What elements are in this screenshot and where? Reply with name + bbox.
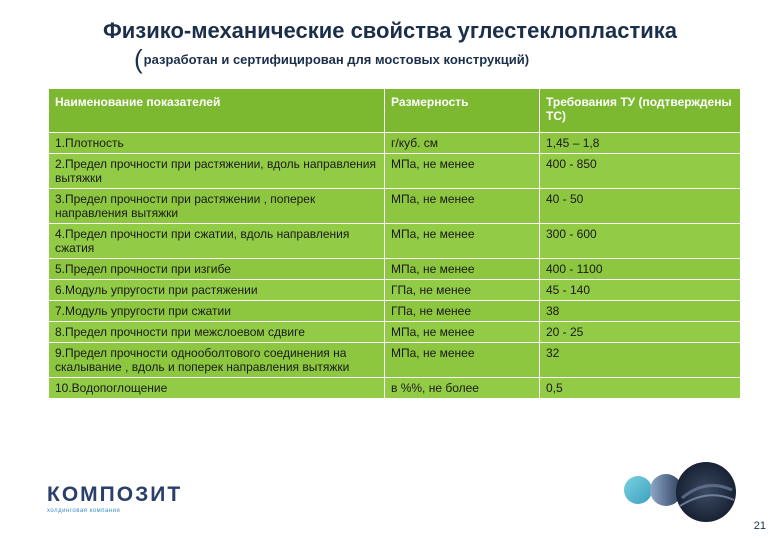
- table-row: 9.Предел прочности однооболтового соедин…: [48, 342, 741, 378]
- table-row: 3.Предел прочности при растяжении , попе…: [48, 188, 741, 224]
- row-requirement: 0,5: [539, 377, 741, 399]
- column-header-requirement: Требования ТУ (подтверждены ТС): [539, 88, 741, 133]
- row-unit: ГПа, не менее: [384, 300, 540, 322]
- deco-circle-small: [624, 476, 652, 504]
- row-name: 7.Модуль упругости при сжатии: [48, 300, 385, 322]
- column-header-name: Наименование показателей: [48, 88, 385, 133]
- row-requirement: 32: [539, 342, 741, 378]
- row-requirement: 20 - 25: [539, 321, 741, 343]
- page-subtitle: (разработан и сертифицирован для мостовы…: [134, 44, 774, 75]
- row-name: 8.Предел прочности при межслоевом сдвиге: [48, 321, 385, 343]
- row-unit: МПа, не менее: [384, 258, 540, 280]
- column-header-unit: Размерность: [384, 88, 540, 133]
- table-header-row: Наименование показателей Размерность Тре…: [48, 88, 741, 133]
- row-requirement: 1,45 – 1,8: [539, 132, 741, 154]
- decorative-circles-image: [624, 462, 736, 522]
- company-logo: КОМПОЗИТ холдинговая компания: [47, 483, 182, 514]
- table-row: 5.Предел прочности при изгибе МПа, не ме…: [48, 258, 741, 280]
- row-requirement: 300 - 600: [539, 223, 741, 259]
- row-unit: г/куб. см: [384, 132, 540, 154]
- deco-circle-medium: [650, 474, 682, 506]
- row-name: 3.Предел прочности при растяжении , попе…: [48, 188, 385, 224]
- logo-tagline: холдинговая компания: [47, 508, 121, 514]
- deco-circle-large: [676, 462, 736, 522]
- row-unit: МПа, не менее: [384, 342, 540, 378]
- row-requirement: 400 - 850: [539, 153, 741, 189]
- table-row: 2.Предел прочности при растяжении, вдоль…: [48, 153, 741, 189]
- row-requirement: 45 - 140: [539, 279, 741, 301]
- row-name: 2.Предел прочности при растяжении, вдоль…: [48, 153, 385, 189]
- row-requirement: 38: [539, 300, 741, 322]
- table-row: 7.Модуль упругости при сжатии ГПа, не ме…: [48, 300, 741, 322]
- row-name: 1.Плотность: [48, 132, 385, 154]
- row-unit: МПа, не менее: [384, 223, 540, 259]
- row-requirement: 400 - 1100: [539, 258, 741, 280]
- subtitle-text: разработан и сертифицирован для мостовых…: [143, 52, 530, 67]
- subtitle-paren: (: [134, 44, 143, 74]
- logo-name: КОМПОЗИТ: [47, 483, 183, 506]
- deco-fiber-streak: [679, 494, 735, 507]
- table-row: 10.Водопоглощение в %%, не более 0,5: [48, 377, 741, 399]
- row-name: 4.Предел прочности при сжатии, вдоль нап…: [48, 223, 385, 259]
- row-unit: МПа, не менее: [384, 321, 540, 343]
- table-row: 4.Предел прочности при сжатии, вдоль нап…: [48, 223, 741, 259]
- deco-fiber-streak: [681, 484, 733, 500]
- row-unit: ГПа, не менее: [384, 279, 540, 301]
- properties-table: Наименование показателей Размерность Тре…: [48, 88, 741, 399]
- table-row: 1.Плотность г/куб. см 1,45 – 1,8: [48, 132, 741, 154]
- page-title: Физико-механические свойства углестеклоп…: [102, 18, 678, 43]
- row-name: 10.Водопоглощение: [48, 377, 385, 399]
- table-row: 6.Модуль упругости при растяжении ГПа, н…: [48, 279, 741, 301]
- page-number: 21: [753, 520, 766, 532]
- row-name: 6.Модуль упругости при растяжении: [48, 279, 385, 301]
- table-row: 8.Предел прочности при межслоевом сдвиге…: [48, 321, 741, 343]
- row-unit: МПа, не менее: [384, 153, 540, 189]
- row-unit: в %%, не более: [384, 377, 540, 399]
- row-unit: МПа, не менее: [384, 188, 540, 224]
- row-name: 5.Предел прочности при изгибе: [48, 258, 385, 280]
- row-name: 9.Предел прочности однооболтового соедин…: [48, 342, 385, 378]
- row-requirement: 40 - 50: [539, 188, 741, 224]
